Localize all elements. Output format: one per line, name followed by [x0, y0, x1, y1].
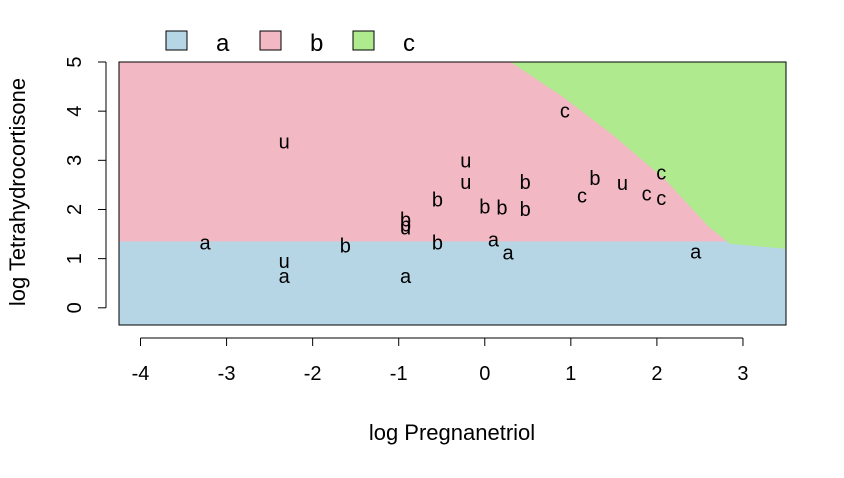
- point-label-u: u: [400, 218, 411, 240]
- y-tick-label: 1: [64, 253, 86, 264]
- region-c: [510, 62, 786, 249]
- y-tick-label: 2: [64, 204, 86, 215]
- y-tick-label: 0: [64, 302, 86, 313]
- point-label-a: a: [200, 232, 212, 254]
- point-label-b: b: [520, 199, 531, 221]
- point-label-b: b: [496, 198, 507, 220]
- x-tick-label: -2: [304, 363, 322, 385]
- point-label-a: a: [690, 241, 702, 263]
- x-axis: -4 -3 -2 -1 0 1 2 3: [132, 337, 749, 385]
- region-a: [119, 241, 786, 325]
- point-label-u: u: [460, 150, 471, 172]
- point-label-b: b: [400, 209, 411, 231]
- classification-regions: [119, 62, 786, 325]
- y-axis-title: log Tetrahydrocortisone: [5, 78, 30, 306]
- x-tick-label: -4: [132, 363, 150, 385]
- point-label-c: c: [656, 188, 666, 210]
- point-label-a: a: [279, 266, 291, 288]
- point-label-c: c: [656, 163, 666, 185]
- point-label-u: u: [279, 132, 290, 154]
- x-tick-label: 2: [651, 363, 662, 385]
- x-axis-title: log Pregnanetriol: [369, 420, 535, 445]
- point-label-b: b: [400, 215, 411, 237]
- x-tick-label: 0: [479, 363, 490, 385]
- point-label-a: a: [400, 266, 412, 288]
- point-label-a: a: [488, 229, 500, 251]
- point-label-b: b: [479, 197, 490, 219]
- point-label-u: u: [617, 173, 628, 195]
- point-label-u: u: [279, 251, 290, 273]
- y-tick-label: 4: [64, 106, 86, 117]
- legend-label-a: a: [216, 30, 230, 57]
- point-label-c: c: [560, 101, 570, 123]
- y-axis: 0 1 2 3 4 5: [64, 56, 107, 313]
- x-tick-label: -3: [218, 363, 236, 385]
- y-tick-label: 3: [64, 155, 86, 166]
- point-label-b: b: [432, 190, 443, 212]
- y-tick-label: 5: [64, 56, 86, 67]
- x-tick-label: 1: [565, 363, 576, 385]
- x-tick-label: 3: [737, 363, 748, 385]
- point-label-b: b: [589, 168, 600, 190]
- legend: a b c: [165, 30, 415, 57]
- legend-swatch-a: [165, 30, 188, 51]
- point-label-a: a: [502, 243, 514, 265]
- legend-swatch-c: [352, 30, 375, 51]
- x-tick-label: -1: [390, 363, 408, 385]
- plot-frame: [118, 61, 787, 326]
- point-label-b: b: [340, 235, 351, 257]
- legend-label-c: c: [403, 30, 415, 57]
- legend-label-b: b: [310, 30, 323, 57]
- point-label-c: c: [642, 183, 652, 205]
- point-label-c: c: [577, 186, 587, 208]
- point-label-u: u: [460, 172, 471, 194]
- point-label-b: b: [432, 232, 443, 254]
- point-label-b: b: [520, 172, 531, 194]
- legend-swatch-b: [259, 30, 282, 51]
